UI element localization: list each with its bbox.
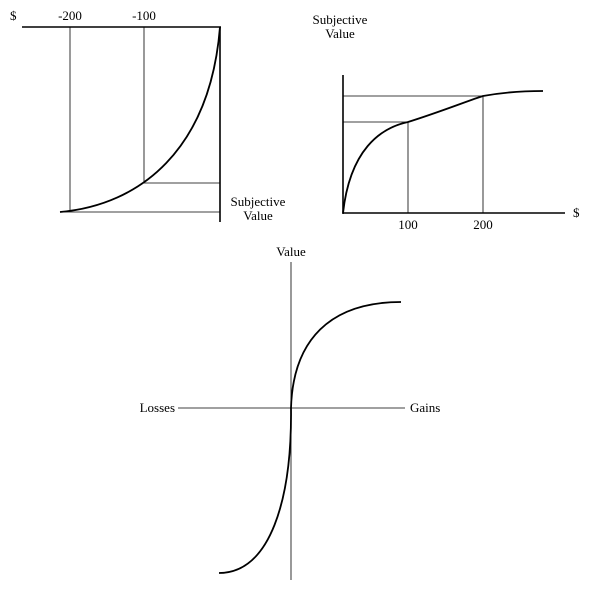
gains-ylabel-line1: Subjective xyxy=(313,12,368,27)
tick-label-100: 100 xyxy=(398,217,418,232)
gains-currency-label: $ xyxy=(573,205,580,220)
gains-curve xyxy=(342,90,544,214)
losses-currency-label: $ xyxy=(10,8,17,23)
losses-curve xyxy=(59,26,221,213)
losses-ylabel-line1: Subjective xyxy=(231,194,286,209)
tick-label-200: 200 xyxy=(473,217,493,232)
gains-label: Gains xyxy=(410,400,440,415)
losses-branch-curve xyxy=(218,407,292,574)
losses-ylabel-line2: Value xyxy=(243,208,273,223)
losses-label: Losses xyxy=(140,400,175,415)
value-axis-label: Value xyxy=(276,244,306,259)
losses-panel: $ -200 -100 Subjective Value xyxy=(10,8,286,223)
gains-ylabel-line2: Value xyxy=(325,26,355,41)
gains-panel: Subjective Value $ 100 200 xyxy=(313,12,580,232)
tick-label-minus-100: -100 xyxy=(132,8,156,23)
tick-label-minus-200: -200 xyxy=(58,8,82,23)
gains-branch-curve xyxy=(290,301,402,409)
value-function-panel: Value Losses Gains xyxy=(140,244,440,580)
